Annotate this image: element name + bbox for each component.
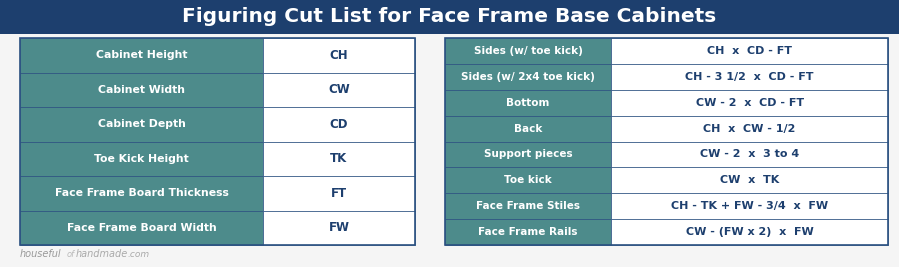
Bar	[445, 219, 611, 245]
Bar	[20, 38, 415, 245]
Text: CW - 2  x  CD - FT: CW - 2 x CD - FT	[696, 98, 804, 108]
Bar	[611, 38, 888, 64]
Text: CH  x  CW - 1/2: CH x CW - 1/2	[703, 124, 796, 134]
Text: Face Frame Rails: Face Frame Rails	[478, 227, 578, 237]
Bar	[445, 193, 611, 219]
Text: Cabinet Depth: Cabinet Depth	[97, 119, 185, 129]
Bar	[611, 90, 888, 116]
Text: of: of	[67, 250, 76, 259]
Text: CW  x  TK: CW x TK	[720, 175, 779, 185]
Text: CH  x  CD - FT: CH x CD - FT	[707, 46, 792, 56]
Bar	[263, 210, 415, 245]
Bar	[445, 167, 611, 193]
Bar	[263, 73, 415, 107]
Text: Face Frame Board Thickness: Face Frame Board Thickness	[55, 188, 228, 198]
Text: FT: FT	[331, 187, 347, 200]
Text: Sides (w/ toe kick): Sides (w/ toe kick)	[474, 46, 583, 56]
Text: Toe kick: Toe kick	[504, 175, 552, 185]
Text: Figuring Cut List for Face Frame Base Cabinets: Figuring Cut List for Face Frame Base Ca…	[182, 7, 717, 26]
Bar	[611, 116, 888, 142]
Text: Cabinet Height: Cabinet Height	[95, 50, 187, 60]
Text: Support pieces: Support pieces	[484, 150, 573, 159]
Bar	[263, 38, 415, 73]
Text: CW: CW	[328, 83, 350, 96]
Text: Face Frame Stiles: Face Frame Stiles	[476, 201, 580, 211]
Bar	[263, 142, 415, 176]
Text: houseful: houseful	[20, 249, 62, 259]
Bar	[445, 38, 888, 245]
Bar	[611, 193, 888, 219]
Text: Back: Back	[514, 124, 542, 134]
Text: CD: CD	[330, 118, 348, 131]
Text: CH - TK + FW - 3/4  x  FW: CH - TK + FW - 3/4 x FW	[671, 201, 828, 211]
Text: TK: TK	[330, 152, 348, 165]
Text: handmade: handmade	[76, 249, 129, 259]
Bar	[445, 64, 611, 90]
Text: CH: CH	[330, 49, 348, 62]
Bar	[611, 64, 888, 90]
Bar	[611, 219, 888, 245]
Bar	[20, 142, 263, 176]
Bar	[263, 107, 415, 142]
Text: Cabinet Width: Cabinet Width	[98, 85, 185, 95]
Text: CH - 3 1/2  x  CD - FT: CH - 3 1/2 x CD - FT	[685, 72, 814, 82]
Bar	[20, 176, 263, 210]
Bar	[445, 142, 611, 167]
Bar	[611, 167, 888, 193]
Bar	[20, 210, 263, 245]
Bar	[445, 90, 611, 116]
Text: .com: .com	[127, 250, 149, 259]
Text: Sides (w/ 2x4 toe kick): Sides (w/ 2x4 toe kick)	[461, 72, 595, 82]
Text: Toe Kick Height: Toe Kick Height	[94, 154, 189, 164]
Bar	[263, 176, 415, 210]
Text: Face Frame Board Width: Face Frame Board Width	[67, 223, 217, 233]
Bar	[0, 0, 899, 34]
Text: CW - (FW x 2)  x  FW: CW - (FW x 2) x FW	[686, 227, 814, 237]
Text: FW: FW	[328, 221, 350, 234]
Bar	[445, 38, 611, 64]
Bar	[20, 107, 263, 142]
Bar	[611, 142, 888, 167]
Bar	[445, 116, 611, 142]
Bar	[20, 38, 263, 73]
Bar	[20, 73, 263, 107]
Text: Bottom: Bottom	[506, 98, 550, 108]
Text: CW - 2  x  3 to 4: CW - 2 x 3 to 4	[700, 150, 799, 159]
